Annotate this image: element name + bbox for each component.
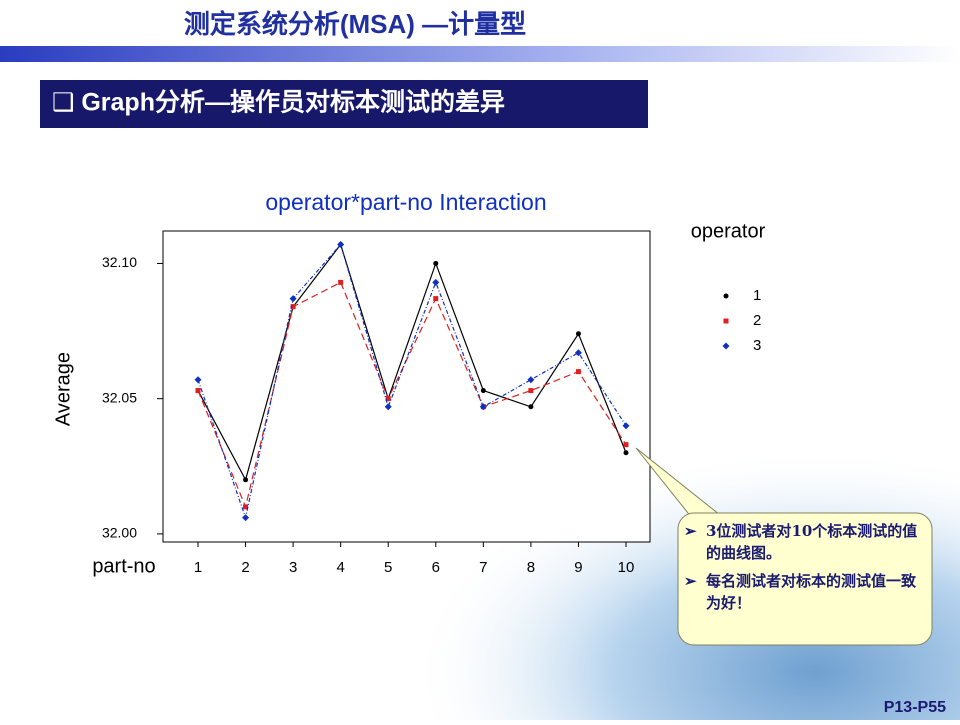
point	[623, 450, 629, 456]
callout-text: ➢ 3位测试者对10个标本测试的值的曲线图。 ➢ 每名测试者对标本的测试值一致为好！	[684, 520, 924, 620]
x-tick-label: 2	[241, 559, 249, 576]
callout-joint	[694, 514, 724, 534]
point	[337, 241, 345, 249]
point	[289, 295, 297, 303]
x-tick-label: 3	[289, 559, 297, 576]
legend-title: operator	[691, 220, 766, 242]
series-line	[197, 243, 627, 520]
plot-area	[162, 230, 651, 543]
y-tick-label: 32.05	[102, 389, 137, 405]
y-axis-label: Average	[52, 352, 74, 426]
x-tick-label: 7	[479, 559, 487, 576]
x-tick-label: 6	[432, 559, 440, 576]
x-axis-label: part-no	[92, 555, 155, 577]
series-line	[197, 243, 627, 482]
callout-bullet: ➢ 3位测试者对10个标本测试的值的曲线图。	[684, 520, 924, 564]
bullet-text: 每名测试者对标本的测试值一致为好！	[706, 572, 917, 612]
legend-marker	[722, 342, 730, 350]
point	[385, 396, 391, 402]
y-tick-label: 32.00	[102, 525, 137, 541]
legend-label: 1	[753, 287, 761, 304]
point	[575, 331, 581, 337]
callout-box	[677, 512, 933, 646]
point	[338, 279, 344, 285]
y-tick-label: 32.10	[102, 254, 137, 270]
legend-marker	[723, 318, 729, 324]
legend-marker	[723, 293, 729, 299]
point	[575, 369, 581, 375]
x-tick-label: 9	[574, 559, 582, 576]
bullet-text: 3位测试者对10个标本测试的值的曲线图。	[706, 522, 918, 562]
point	[433, 296, 439, 302]
callout-bullet: ➢ 每名测试者对标本的测试值一致为好！	[684, 570, 924, 614]
slide-title: 测定系统分析(MSA) —计量型	[184, 9, 526, 39]
legend-label: 3	[753, 337, 761, 354]
chart-title: operator*part-no Interaction	[265, 189, 546, 215]
legend-label: 2	[753, 312, 761, 329]
point	[528, 388, 534, 394]
point	[527, 376, 535, 384]
point	[290, 304, 296, 310]
x-tick-label: 8	[527, 559, 535, 576]
point	[194, 376, 202, 384]
point	[622, 422, 630, 430]
point	[623, 442, 629, 448]
point	[432, 278, 440, 286]
section-heading-box	[40, 80, 648, 128]
x-tick-label: 4	[336, 559, 344, 576]
point	[243, 504, 249, 510]
x-tick-label: 5	[384, 559, 392, 576]
title-bar	[0, 46, 960, 62]
x-tick-label: 1	[194, 559, 202, 576]
point	[479, 403, 487, 411]
point	[574, 349, 582, 357]
page-number: P13-P55	[884, 699, 946, 716]
point	[480, 388, 486, 394]
bullet-icon: ➢	[684, 522, 697, 540]
point	[242, 514, 250, 522]
point	[433, 260, 439, 266]
point	[528, 404, 534, 410]
x-tick-label: 10	[618, 559, 635, 576]
section-heading: ❑ Graph分析—操作员对标本测试的差异	[52, 88, 505, 117]
series-line	[197, 281, 627, 509]
point	[384, 403, 392, 411]
point	[243, 477, 249, 483]
point	[195, 388, 201, 394]
bullet-icon: ➢	[684, 572, 697, 590]
